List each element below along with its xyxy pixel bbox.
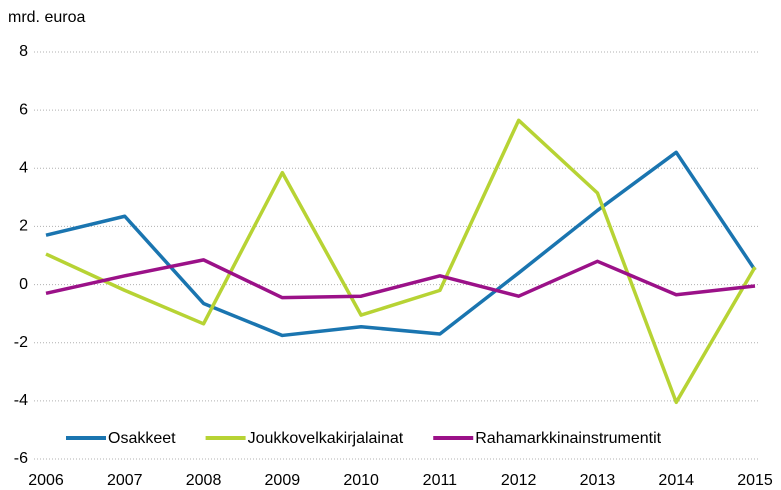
legend-label: Rahamarkkinainstrumentit <box>475 430 661 447</box>
series-line <box>45 118 757 405</box>
y-tick-label: 4 <box>19 160 28 177</box>
series-line <box>45 258 756 300</box>
y-axis-label: mrd. euroa <box>8 9 85 26</box>
x-tick-label: 2008 <box>186 472 222 489</box>
x-tick-label: 2013 <box>580 472 616 489</box>
y-tick-label: 8 <box>19 43 28 60</box>
x-tick-label: 2012 <box>501 472 537 489</box>
x-tick-label: 2010 <box>343 472 379 489</box>
y-tick-label: 2 <box>19 218 28 235</box>
legend-label: Joukkovelkakirjalainat <box>248 430 404 447</box>
y-tick-label: 6 <box>19 101 28 118</box>
y-tick-label: 0 <box>19 276 28 293</box>
x-tick-label: 2015 <box>737 472 773 489</box>
y-tick-label: -4 <box>14 392 28 409</box>
y-tick-label: -6 <box>14 450 28 467</box>
y-tick-label: -2 <box>14 334 28 351</box>
x-tick-label: 2011 <box>423 472 458 489</box>
legend-background <box>60 425 692 451</box>
legend-label: Osakkeet <box>108 430 176 447</box>
x-tick-label: 2007 <box>107 472 143 489</box>
x-tick-label: 2009 <box>265 472 301 489</box>
x-tick-label: 2006 <box>28 472 64 489</box>
x-tick-label: 2014 <box>658 472 694 489</box>
series-line <box>45 150 757 338</box>
